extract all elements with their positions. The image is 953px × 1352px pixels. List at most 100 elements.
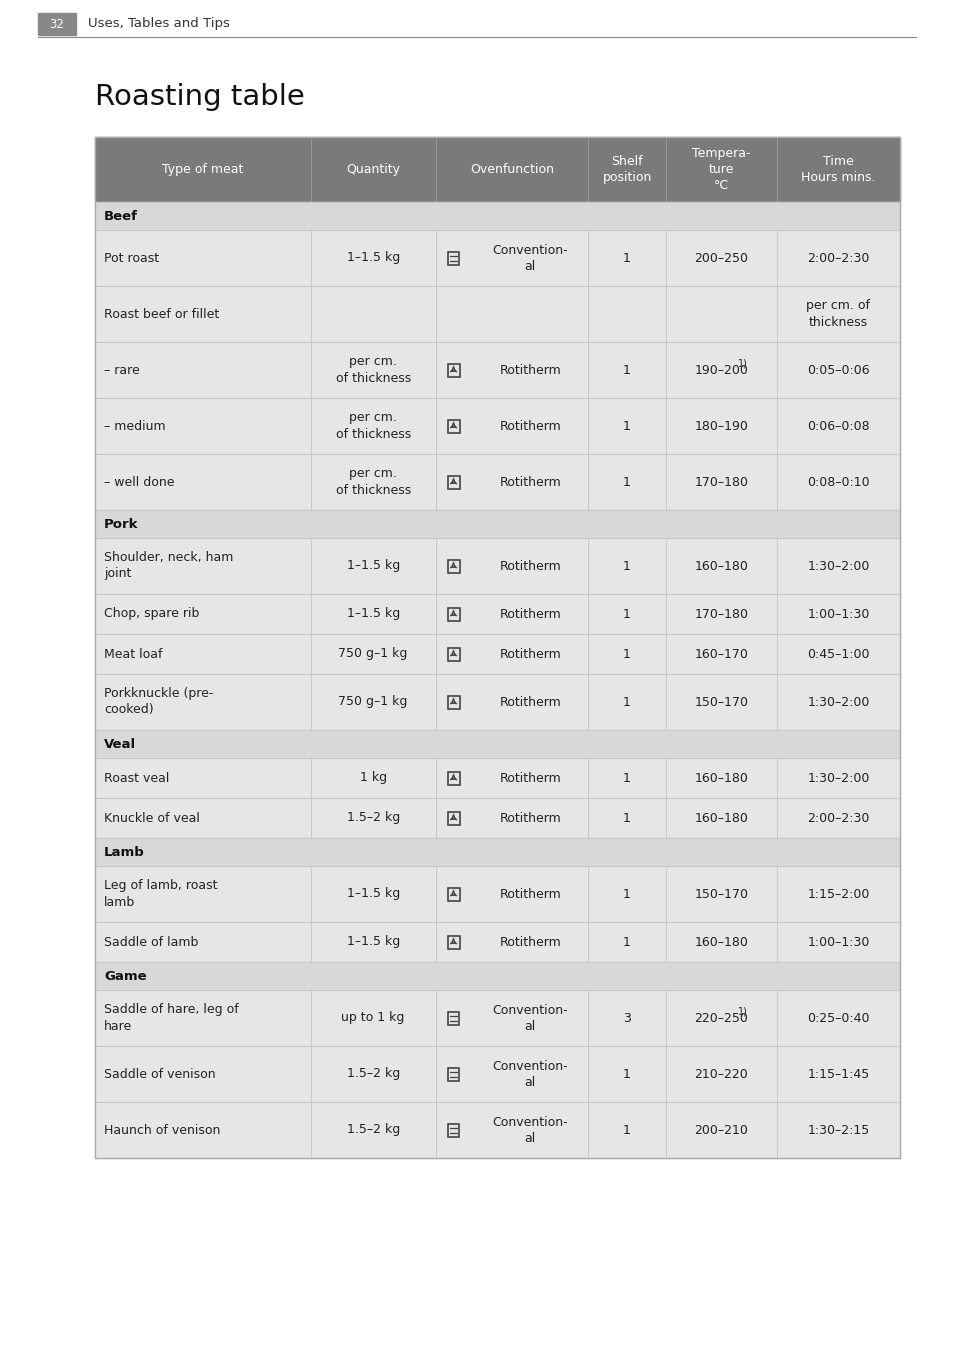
Text: 1:00–1:30: 1:00–1:30 [806,936,869,949]
Bar [95,230,899,287]
Bar [447,887,459,900]
Text: Game: Game [104,969,147,983]
Text: 1:30–2:15: 1:30–2:15 [806,1124,868,1137]
Bar [447,936,459,949]
Text: 1–1.5 kg: 1–1.5 kg [346,887,399,900]
Text: – rare: – rare [104,364,139,376]
Text: 160–170: 160–170 [694,648,747,661]
Text: Chop, spare rib: Chop, spare rib [104,607,199,621]
Text: per cm.
of thickness: per cm. of thickness [335,468,411,496]
Text: 210–220: 210–220 [694,1068,747,1080]
Text: Rotitherm: Rotitherm [499,887,560,900]
Text: Uses, Tables and Tips: Uses, Tables and Tips [88,18,230,31]
Text: Rotitherm: Rotitherm [499,560,560,572]
Text: 200–250: 200–250 [694,251,747,265]
Text: 2:00–2:30: 2:00–2:30 [806,811,869,825]
Bar [95,798,899,838]
Bar [447,476,459,488]
Text: Saddle of hare, leg of
hare: Saddle of hare, leg of hare [104,1003,238,1033]
Text: Roast veal: Roast veal [104,772,170,784]
Text: 1: 1 [622,772,630,784]
Text: Rotitherm: Rotitherm [499,648,560,661]
Text: 1.5–2 kg: 1.5–2 kg [346,1124,399,1137]
Text: 1: 1 [622,1124,630,1137]
Text: 1:00–1:30: 1:00–1:30 [806,607,869,621]
Bar [95,675,899,730]
Text: 1:30–2:00: 1:30–2:00 [806,695,869,708]
Text: Porkknuckle (pre-
cooked): Porkknuckle (pre- cooked) [104,688,213,717]
Text: 1: 1 [622,251,630,265]
Bar [447,811,459,825]
Text: 1–1.5 kg: 1–1.5 kg [346,560,399,572]
Text: 0:45–1:00: 0:45–1:00 [806,648,869,661]
Text: Time
Hours mins.: Time Hours mins. [801,155,875,184]
Text: Quantity: Quantity [346,164,399,176]
Text: 0:06–0:08: 0:06–0:08 [806,419,869,433]
Bar [447,419,459,433]
Text: 1:30–2:00: 1:30–2:00 [806,772,869,784]
Text: 3: 3 [622,1011,630,1025]
Bar [95,758,899,798]
Text: Rotitherm: Rotitherm [499,419,560,433]
Text: Saddle of venison: Saddle of venison [104,1068,215,1080]
Bar [95,730,899,758]
Bar [95,287,899,342]
Bar [95,867,899,922]
Bar [95,510,899,538]
Text: 1.5–2 kg: 1.5–2 kg [346,811,399,825]
Text: Meat loaf: Meat loaf [104,648,162,661]
Text: Veal: Veal [104,737,136,750]
Text: Convention-
al: Convention- al [492,1115,568,1145]
Text: Rotitherm: Rotitherm [499,364,560,376]
Bar [95,137,311,201]
Text: 1:30–2:00: 1:30–2:00 [806,560,869,572]
Text: 1–1.5 kg: 1–1.5 kg [346,607,399,621]
Bar [436,137,588,201]
Bar [447,648,459,661]
Text: – well done: – well done [104,476,174,488]
Bar [447,560,459,572]
Text: per cm.
of thickness: per cm. of thickness [335,411,411,441]
Text: Type of meat: Type of meat [162,164,243,176]
Text: Rotitherm: Rotitherm [499,936,560,949]
Bar [95,538,899,594]
Text: Pork: Pork [104,518,138,530]
Bar [95,963,899,990]
Bar [95,397,899,454]
Text: 750 g–1 kg: 750 g–1 kg [338,695,407,708]
Text: Rotitherm: Rotitherm [499,695,560,708]
Text: 1: 1 [622,364,630,376]
Text: 1.5–2 kg: 1.5–2 kg [346,1068,399,1080]
Bar [447,772,459,784]
Text: 1: 1 [622,476,630,488]
Bar [448,1124,458,1137]
Bar [665,137,776,201]
Text: 150–170: 150–170 [694,887,747,900]
Bar [38,14,76,35]
Text: 1): 1) [738,1007,747,1017]
Bar [95,201,899,230]
Text: up to 1 kg: up to 1 kg [341,1011,404,1025]
Text: 170–180: 170–180 [694,607,747,621]
Text: Convention-
al: Convention- al [492,243,568,273]
Text: 1: 1 [622,1068,630,1080]
Text: 0:25–0:40: 0:25–0:40 [806,1011,869,1025]
Text: 0:05–0:06: 0:05–0:06 [806,364,869,376]
Bar [95,838,899,867]
Bar [448,1068,458,1080]
Bar [776,137,899,201]
Text: Knuckle of veal: Knuckle of veal [104,811,200,825]
Text: 1–1.5 kg: 1–1.5 kg [346,251,399,265]
Bar [95,634,899,675]
Text: Roasting table: Roasting table [95,82,304,111]
Text: 190–200: 190–200 [694,364,747,376]
Text: Convention-
al: Convention- al [492,1003,568,1033]
Bar [95,990,899,1046]
Text: 160–180: 160–180 [694,560,747,572]
Text: Tempera-
ture
°C: Tempera- ture °C [691,147,750,192]
Text: – medium: – medium [104,419,166,433]
Bar [448,251,458,265]
Text: 1:15–2:00: 1:15–2:00 [806,887,869,900]
Text: Rotitherm: Rotitherm [499,772,560,784]
Text: 1: 1 [622,936,630,949]
